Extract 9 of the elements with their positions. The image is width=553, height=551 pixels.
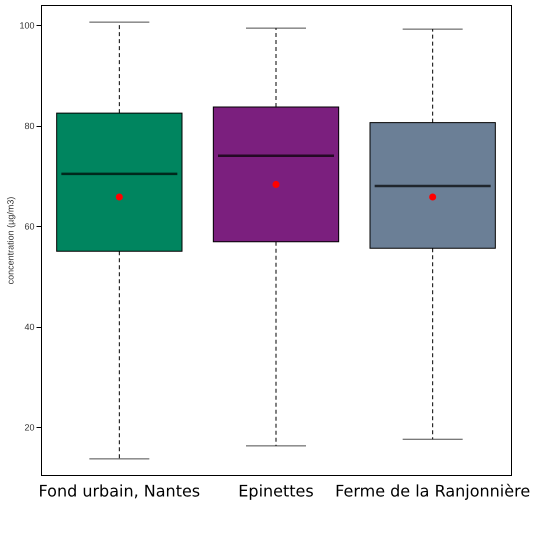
y-tick-label: 20 xyxy=(24,422,34,433)
x-tick-label: Fond urbain, Nantes xyxy=(38,482,200,500)
y-tick-label: 60 xyxy=(24,222,34,232)
x-tick-label: Epinettes xyxy=(238,482,314,500)
y-tick-label: 100 xyxy=(19,20,34,31)
x-tick-label: Ferme de la Ranjonnière xyxy=(335,482,530,500)
y-tick-label: 80 xyxy=(24,121,34,132)
y-axis-title: concentration (µg/m3) xyxy=(5,196,16,284)
y-tick-label: 40 xyxy=(24,322,34,332)
